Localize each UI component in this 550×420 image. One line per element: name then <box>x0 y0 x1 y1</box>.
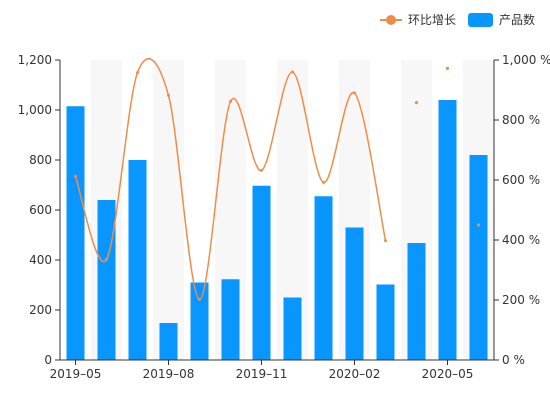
line-point <box>384 239 387 243</box>
line-series <box>74 58 481 301</box>
line-point <box>105 258 108 261</box>
bar <box>314 196 333 360</box>
y-right-tick-label: 800 % <box>502 113 540 127</box>
plot-band <box>153 60 184 360</box>
axes: 0 200 400 600 800 1,000 1,200 0 % 200 % 400 % 600 … <box>18 53 550 381</box>
legend-line-marker <box>386 15 396 25</box>
y-right-tick-label: 200 % <box>502 293 540 307</box>
bar <box>407 243 426 360</box>
bar <box>376 284 395 360</box>
line-point <box>353 91 356 95</box>
line-point <box>291 70 294 74</box>
bar <box>345 227 364 360</box>
y-left-tick-label: 200 <box>29 303 52 317</box>
y-right-tick-label: 600 % <box>502 173 540 187</box>
line-point <box>414 101 419 105</box>
legend-bar-swatch <box>468 13 493 27</box>
y-left-tick-label: 400 <box>29 253 52 267</box>
growth-line <box>74 58 387 301</box>
bar <box>159 323 178 360</box>
bar <box>283 297 302 360</box>
legend-item-product-count[interactable]: 产品数 <box>468 12 535 27</box>
line-point <box>198 297 201 301</box>
line-point <box>229 99 232 103</box>
bar <box>66 106 85 360</box>
y-right-tick-label: 400 % <box>502 233 540 247</box>
y-left-tick-label: 600 <box>29 203 52 217</box>
x-tick-label: 2019–05 <box>50 367 102 381</box>
x-tick-label: 2020–02 <box>329 367 381 381</box>
bar-series <box>66 100 488 360</box>
plot-background <box>91 60 494 360</box>
line-point <box>445 66 450 70</box>
legend: 环比增长 产品数 <box>380 12 535 27</box>
x-tick-label: 2019–11 <box>236 367 288 381</box>
y-left-tick-label: 0 <box>44 353 52 367</box>
y-left-tick-label: 800 <box>29 153 52 167</box>
bar <box>221 279 240 360</box>
line-point <box>136 71 139 75</box>
x-tick-label: 2020–05 <box>422 367 474 381</box>
bar <box>128 160 147 360</box>
bar <box>438 100 457 360</box>
bar <box>190 282 209 360</box>
legend-label-growth: 环比增长 <box>408 13 456 27</box>
line-point <box>167 93 170 97</box>
legend-item-growth[interactable]: 环比增长 <box>380 13 456 27</box>
line-point <box>476 223 481 227</box>
line-point <box>74 174 77 178</box>
y-right-tick-label: 0 % <box>502 353 525 367</box>
y-right-tick-label: 1,000 % <box>502 53 550 67</box>
bar <box>97 200 116 360</box>
x-tick-label: 2019–08 <box>143 367 195 381</box>
y-left-tick-label: 1,200 <box>18 53 52 67</box>
y-left-tick-label: 1,000 <box>18 103 52 117</box>
legend-label-product-count: 产品数 <box>499 12 535 27</box>
line-point <box>260 168 263 172</box>
bar <box>252 185 271 360</box>
line-point <box>322 180 325 184</box>
bar <box>469 155 488 360</box>
